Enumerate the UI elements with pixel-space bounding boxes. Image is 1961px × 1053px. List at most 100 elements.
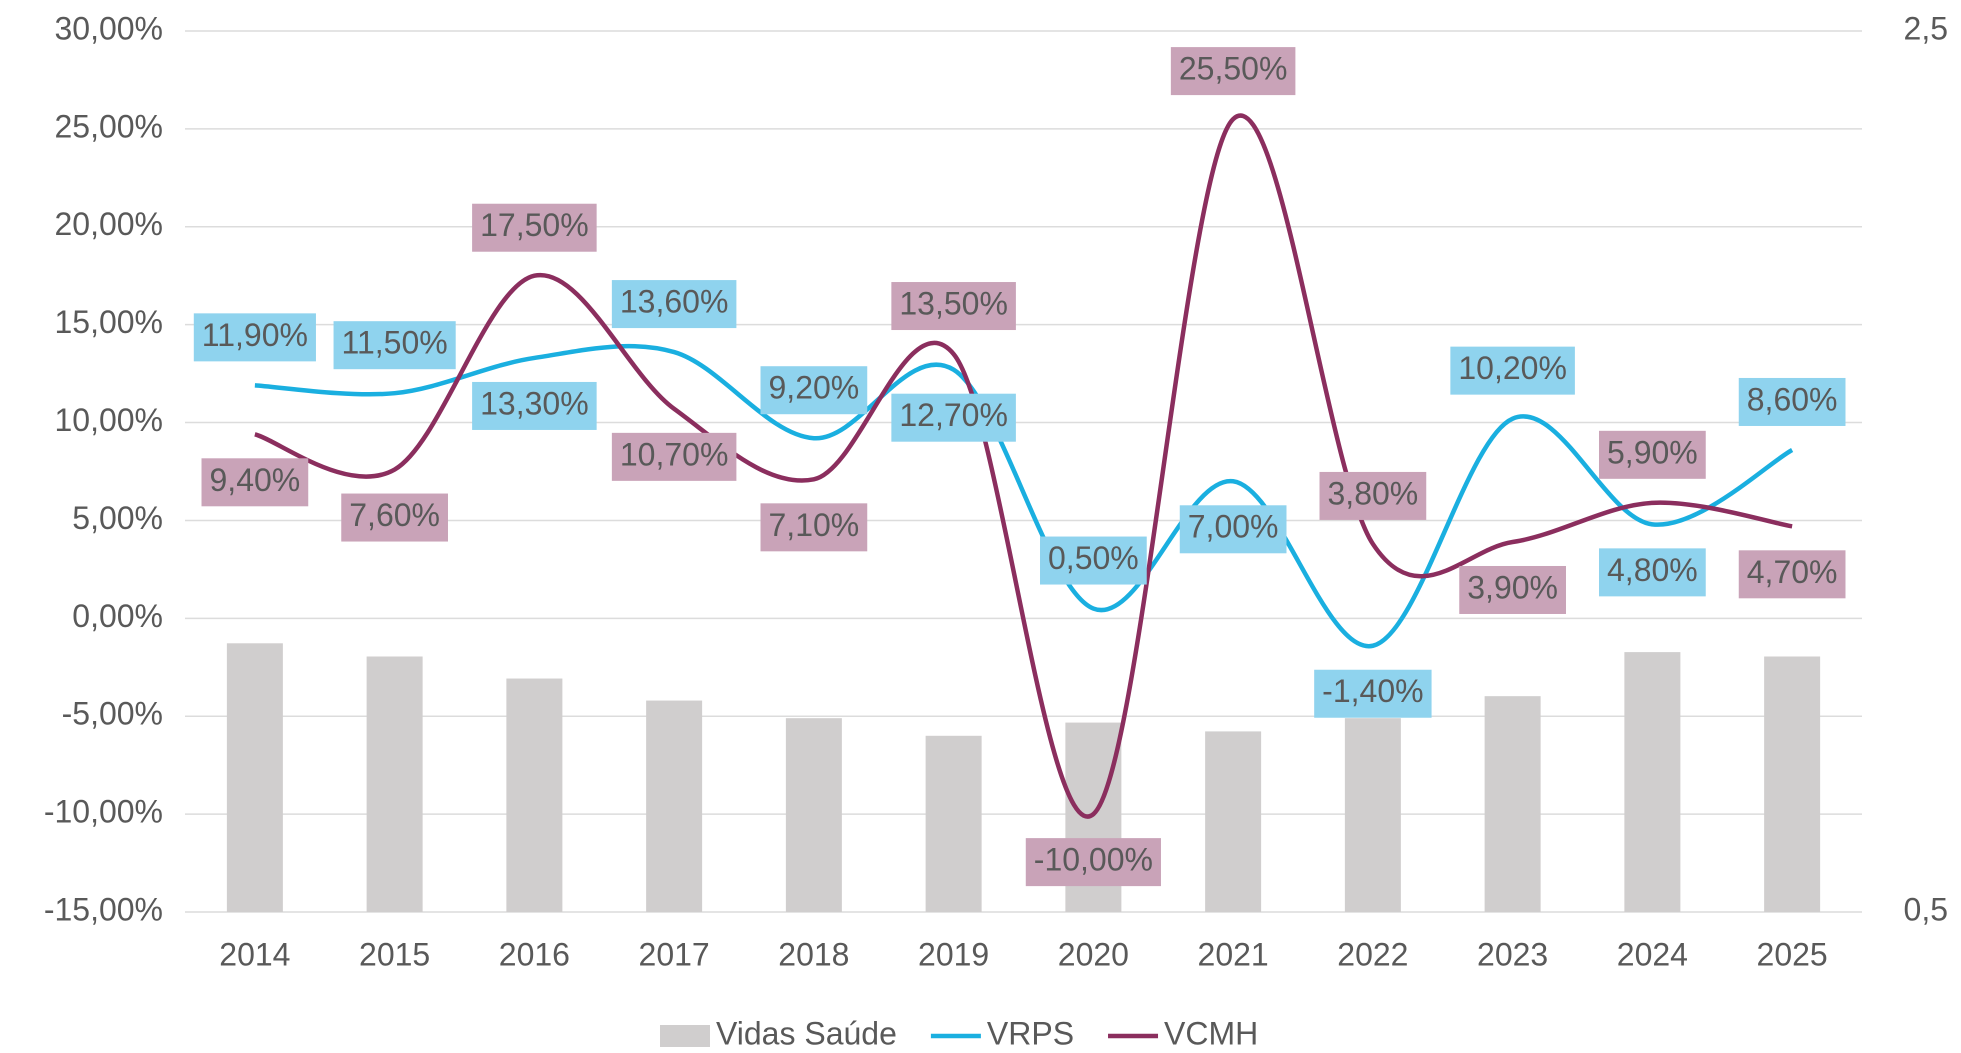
- data-label-box: [611, 280, 737, 329]
- data-label-text: -10,00%: [1034, 842, 1153, 878]
- legend-label: VCMH: [1164, 1015, 1258, 1051]
- legend-swatch: [660, 1025, 710, 1047]
- lines: [254, 113, 1794, 819]
- data-label-box: [1179, 505, 1287, 554]
- x-tick-label: 2019: [918, 936, 989, 972]
- data-label: 9,40%: [201, 458, 309, 507]
- line: [254, 343, 1794, 649]
- x-tick-label: 2017: [639, 936, 710, 972]
- data-label: 5,90%: [1599, 430, 1706, 479]
- data-label-box: [1459, 565, 1566, 614]
- data-label: 11,90%: [193, 313, 316, 362]
- data-label-text: 13,30%: [480, 385, 589, 421]
- data-label-text: 5,90%: [1607, 434, 1698, 470]
- y-tick-label: 10,00%: [54, 402, 163, 438]
- bars: [226, 643, 1821, 912]
- data-label: 0,50%: [1040, 536, 1147, 585]
- y-tick-label: -15,00%: [44, 891, 163, 927]
- data-label-text: 4,70%: [1747, 554, 1838, 590]
- data-label-box: [611, 432, 737, 481]
- data-label: 12,70%: [891, 393, 1016, 442]
- y-tick-label: -10,00%: [44, 794, 163, 830]
- data-label-text: 17,50%: [480, 207, 589, 243]
- data-label: 10,70%: [611, 432, 737, 481]
- y2-tick-label: 0,5: [1904, 891, 1948, 927]
- data-label: 3,80%: [1319, 471, 1427, 520]
- bar: [226, 643, 283, 912]
- data-label-text: 25,50%: [1179, 51, 1288, 87]
- bar: [1624, 652, 1681, 912]
- bar: [506, 678, 563, 912]
- data-label-text: 0,50%: [1048, 540, 1139, 576]
- data-label-text: 11,90%: [202, 317, 308, 353]
- data-label-box: [1040, 536, 1147, 585]
- data-label: 13,60%: [611, 280, 737, 329]
- data-label: 3,90%: [1459, 565, 1566, 614]
- data-label-box: [1738, 377, 1846, 426]
- bar: [1484, 696, 1541, 912]
- data-label-text: 9,40%: [210, 462, 301, 498]
- y-tick-label: 0,00%: [72, 598, 163, 634]
- y2-tick-label: 2,5: [1904, 10, 1948, 46]
- data-label: 25,50%: [1170, 47, 1296, 96]
- data-label-box: [201, 458, 309, 507]
- bar: [1764, 656, 1821, 912]
- y-tick-label: 5,00%: [72, 500, 163, 536]
- x-tick-label: 2016: [499, 936, 570, 972]
- data-label-box: [760, 366, 868, 415]
- data-label-box: [1599, 548, 1706, 597]
- legend: Vidas Saúde VRPS VCMH: [660, 1015, 1258, 1051]
- y-tick-label: 20,00%: [54, 206, 163, 242]
- data-label-text: 7,10%: [769, 507, 860, 543]
- data-label-text: 10,20%: [1458, 350, 1567, 386]
- legend-label: Vidas Saúde: [716, 1015, 897, 1051]
- data-label: 13,30%: [472, 381, 597, 430]
- data-label-text: 12,70%: [899, 397, 1008, 433]
- data-label-text: 9,20%: [769, 370, 860, 406]
- data-label-text: 11,50%: [342, 325, 448, 361]
- data-label: -1,40%: [1314, 669, 1432, 718]
- data-label-text: 4,80%: [1607, 552, 1698, 588]
- data-label: 7,00%: [1179, 505, 1287, 554]
- data-label-box: [193, 313, 316, 362]
- data-label: 7,10%: [760, 503, 868, 552]
- data-label-box: [1738, 550, 1846, 599]
- x-tick-label: 2024: [1617, 936, 1688, 972]
- data-label-text: 13,60%: [620, 284, 729, 320]
- data-label-text: -1,40%: [1322, 673, 1423, 709]
- y-tick-label: 25,00%: [54, 108, 163, 144]
- data-label-text: 3,90%: [1467, 569, 1558, 605]
- data-label-box: [1450, 346, 1575, 395]
- y-tick-label: 15,00%: [54, 304, 163, 340]
- data-label-text: 8,60%: [1747, 381, 1838, 417]
- data-label-box: [1025, 838, 1161, 887]
- data-label: -10,00%: [1025, 838, 1161, 887]
- x-tick-label: 2022: [1337, 936, 1408, 972]
- data-label-box: [472, 203, 597, 252]
- x-tick-label: 2023: [1477, 936, 1548, 972]
- data-label-text: 7,60%: [349, 497, 440, 533]
- data-label-text: 10,70%: [620, 436, 729, 472]
- bar: [646, 700, 703, 912]
- data-label-box: [1314, 669, 1432, 718]
- data-label: 9,20%: [760, 366, 868, 415]
- x-tick-label: 2015: [359, 936, 430, 972]
- data-label: 10,20%: [1450, 346, 1575, 395]
- x-tick-label: 2020: [1058, 936, 1129, 972]
- legend-label: VRPS: [987, 1015, 1074, 1051]
- data-label-box: [333, 321, 456, 370]
- y-tick-label: 30,00%: [54, 10, 163, 46]
- bar: [785, 718, 842, 912]
- data-label-box: [1319, 471, 1427, 520]
- bar: [925, 735, 982, 912]
- bar: [1205, 731, 1262, 912]
- data-label-box: [341, 493, 448, 542]
- data-label: 11,50%: [333, 321, 456, 370]
- data-label-box: [760, 503, 868, 552]
- data-label: 13,50%: [891, 282, 1016, 331]
- data-labels: 11,90% 11,50% 13,30% 13,60% 9,20% 12,70% 0,50%…: [193, 47, 1846, 887]
- data-label-box: [891, 282, 1016, 331]
- data-label: 8,60%: [1738, 377, 1846, 426]
- bar: [366, 656, 423, 912]
